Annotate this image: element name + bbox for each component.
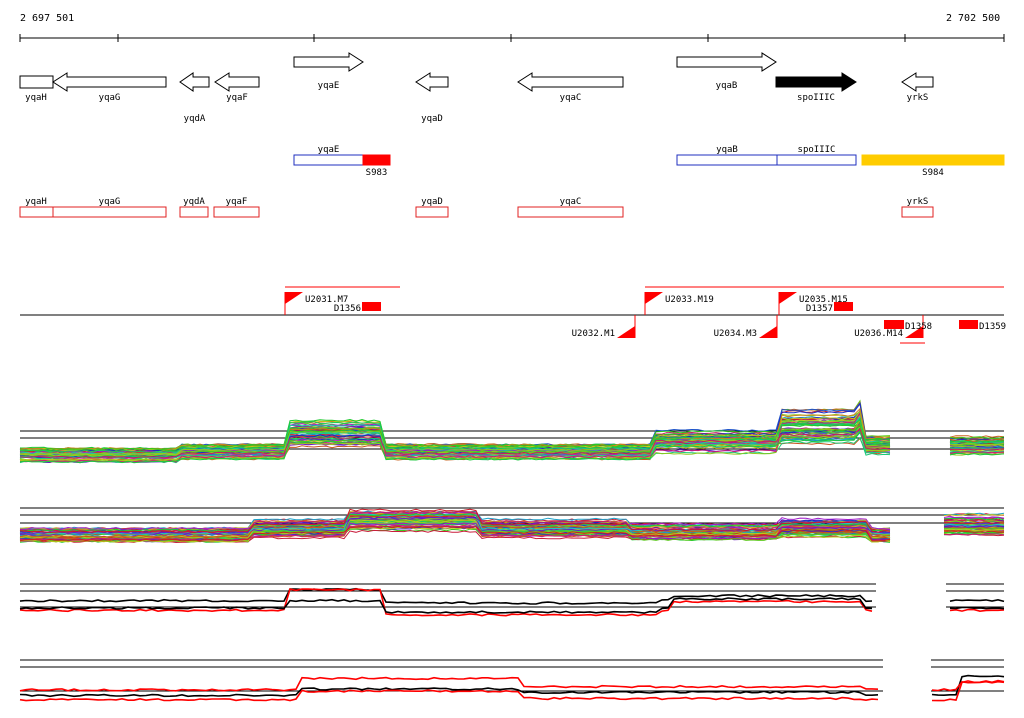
marker-label-U2035.M15[interactable]: U2035.M15 xyxy=(799,295,848,305)
profile4-line xyxy=(19,676,1005,692)
marker-label-U2032.M1[interactable]: U2032.M1 xyxy=(572,329,615,339)
gene-arrow-spoIIIC[interactable] xyxy=(775,72,857,92)
gene-label-yrkS: yrkS xyxy=(907,93,929,103)
gene-label-yqdA: yqdA xyxy=(184,114,206,124)
d-box-D1359[interactable] xyxy=(959,320,978,329)
profile2-line xyxy=(19,526,1005,543)
profile2-line xyxy=(19,511,1005,530)
segment-label-S984: S984 xyxy=(922,168,944,178)
gene-arrow-yqaG[interactable] xyxy=(52,72,167,92)
segment-label-S983: S983 xyxy=(366,168,388,178)
ruler-end-label: 2 702 500 xyxy=(946,13,1001,24)
profile2-line xyxy=(19,525,1004,542)
profile4-line xyxy=(19,674,1005,698)
segment-yqaB[interactable] xyxy=(676,154,778,166)
d-label-D1358: D1358 xyxy=(905,322,932,332)
marker-flag-U2032.M1[interactable] xyxy=(617,326,635,338)
gene-label-yqaG: yqaG xyxy=(99,93,121,103)
gene-arrow-yqaH[interactable] xyxy=(19,75,54,89)
marker-flag-U2036.M14[interactable] xyxy=(905,326,923,338)
gene-arrow-yqaB[interactable] xyxy=(676,52,777,72)
profile1-line xyxy=(20,425,1005,452)
segment-label-yqaB: yqaB xyxy=(716,145,738,155)
feature-box-yqdA[interactable] xyxy=(179,206,209,218)
profile2-line xyxy=(19,513,1005,535)
ruler-start-label: 2 697 501 xyxy=(20,13,75,24)
marker-flag-U2035.M15[interactable] xyxy=(779,292,797,304)
gene-label-yqaD: yqaD xyxy=(421,114,443,124)
marker-flag-U2033.M19[interactable] xyxy=(645,292,663,304)
d-box-D1357[interactable] xyxy=(834,302,853,311)
gene-label-yqaE: yqaE xyxy=(318,81,340,91)
gene-arrow-yrkS[interactable] xyxy=(901,72,934,92)
feature-label-yrkS: yrkS xyxy=(907,197,929,207)
profile3-line xyxy=(19,588,1005,617)
profile3-line xyxy=(19,587,1005,605)
profile2-line xyxy=(19,518,1005,543)
gene-arrow-yqdA[interactable] xyxy=(179,72,210,92)
gene-label-spoIIIC: spoIIIC xyxy=(797,93,835,103)
feature-label-yqaH: yqaH xyxy=(25,197,47,207)
segment-S983[interactable] xyxy=(362,154,391,166)
feature-label-yqdA: yqdA xyxy=(183,197,205,207)
d-box-D1358[interactable] xyxy=(884,320,904,329)
feature-label-yqaF: yqaF xyxy=(226,197,248,207)
d-label-D1356: D1356 xyxy=(334,304,361,314)
profile3-line xyxy=(19,597,1005,614)
gene-arrow-yqaD[interactable] xyxy=(415,72,449,92)
profile2-line xyxy=(19,508,1005,534)
marker-flag-U2034.M3[interactable] xyxy=(759,326,777,338)
profile1-line xyxy=(19,428,1005,459)
feature-label-yqaG: yqaG xyxy=(99,197,121,207)
segment-S984[interactable] xyxy=(861,154,1005,166)
marker-flag-U2031.M7[interactable] xyxy=(285,292,303,304)
profile1-line xyxy=(19,430,1005,464)
marker-label-U2031.M7[interactable]: U2031.M7 xyxy=(305,295,348,305)
feature-box-yqaD[interactable] xyxy=(415,206,449,218)
feature-box-yqaC[interactable] xyxy=(517,206,624,218)
segment-yqaE[interactable] xyxy=(293,154,364,166)
feature-box-yqaH[interactable] xyxy=(19,206,54,218)
gene-arrow-yqaF[interactable] xyxy=(214,72,260,92)
gene-arrow-yqaC[interactable] xyxy=(517,72,624,92)
feature-box-yrkS[interactable] xyxy=(901,206,934,218)
gene-label-yqaF: yqaF xyxy=(226,93,248,103)
gene-arrow-yqaE[interactable] xyxy=(293,52,364,72)
profile1-line xyxy=(19,418,1005,453)
d-label-D1359: D1359 xyxy=(979,322,1006,332)
segment-label-spoIIIC: spoIIIC xyxy=(798,145,836,155)
gene-label-yqaB: yqaB xyxy=(716,81,738,91)
feature-box-yqaG[interactable] xyxy=(52,206,167,218)
feature-box-yqaF[interactable] xyxy=(213,206,260,218)
marker-label-U2034.M3[interactable]: U2034.M3 xyxy=(714,329,757,339)
segment-spoIIIC[interactable] xyxy=(776,154,857,166)
d-box-D1356[interactable] xyxy=(362,302,381,311)
marker-label-U2033.M19[interactable]: U2033.M19 xyxy=(665,295,714,305)
marker-label-U2036.M14[interactable]: U2036.M14 xyxy=(854,329,903,339)
feature-label-yqaD: yqaD xyxy=(421,197,443,207)
feature-label-yqaC: yqaC xyxy=(560,197,582,207)
profile2-line xyxy=(19,524,1005,541)
profile2-line xyxy=(20,513,1005,532)
gene-label-yqaC: yqaC xyxy=(560,93,582,103)
segment-label-yqaE: yqaE xyxy=(318,145,340,155)
gene-label-yqaH: yqaH xyxy=(25,93,47,103)
d-label-D1357: D1357 xyxy=(806,304,833,314)
